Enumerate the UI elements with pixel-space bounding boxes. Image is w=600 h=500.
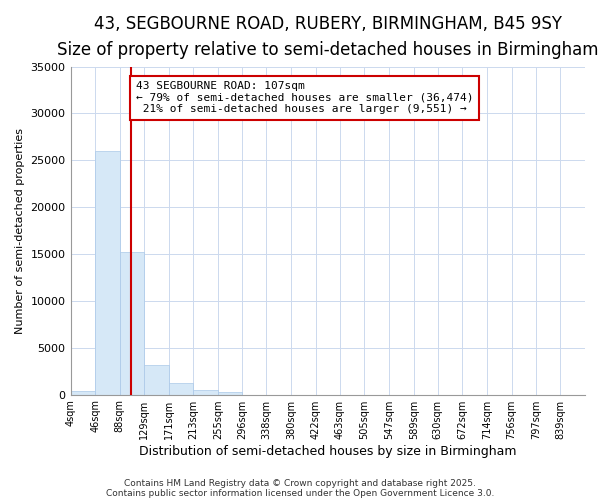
- Title: 43, SEGBOURNE ROAD, RUBERY, BIRMINGHAM, B45 9SY
Size of property relative to sem: 43, SEGBOURNE ROAD, RUBERY, BIRMINGHAM, …: [57, 15, 599, 60]
- Bar: [71, 391, 95, 394]
- Bar: [169, 384, 193, 394]
- Bar: [193, 390, 218, 394]
- Y-axis label: Number of semi-detached properties: Number of semi-detached properties: [15, 128, 25, 334]
- Bar: [218, 392, 242, 394]
- X-axis label: Distribution of semi-detached houses by size in Birmingham: Distribution of semi-detached houses by …: [139, 444, 517, 458]
- Text: Contains public sector information licensed under the Open Government Licence 3.: Contains public sector information licen…: [106, 488, 494, 498]
- Bar: [95, 151, 120, 394]
- Bar: [120, 252, 144, 394]
- Text: Contains HM Land Registry data © Crown copyright and database right 2025.: Contains HM Land Registry data © Crown c…: [124, 478, 476, 488]
- Bar: [144, 365, 169, 394]
- Text: 43 SEGBOURNE ROAD: 107sqm
← 79% of semi-detached houses are smaller (36,474)
 21: 43 SEGBOURNE ROAD: 107sqm ← 79% of semi-…: [136, 82, 473, 114]
